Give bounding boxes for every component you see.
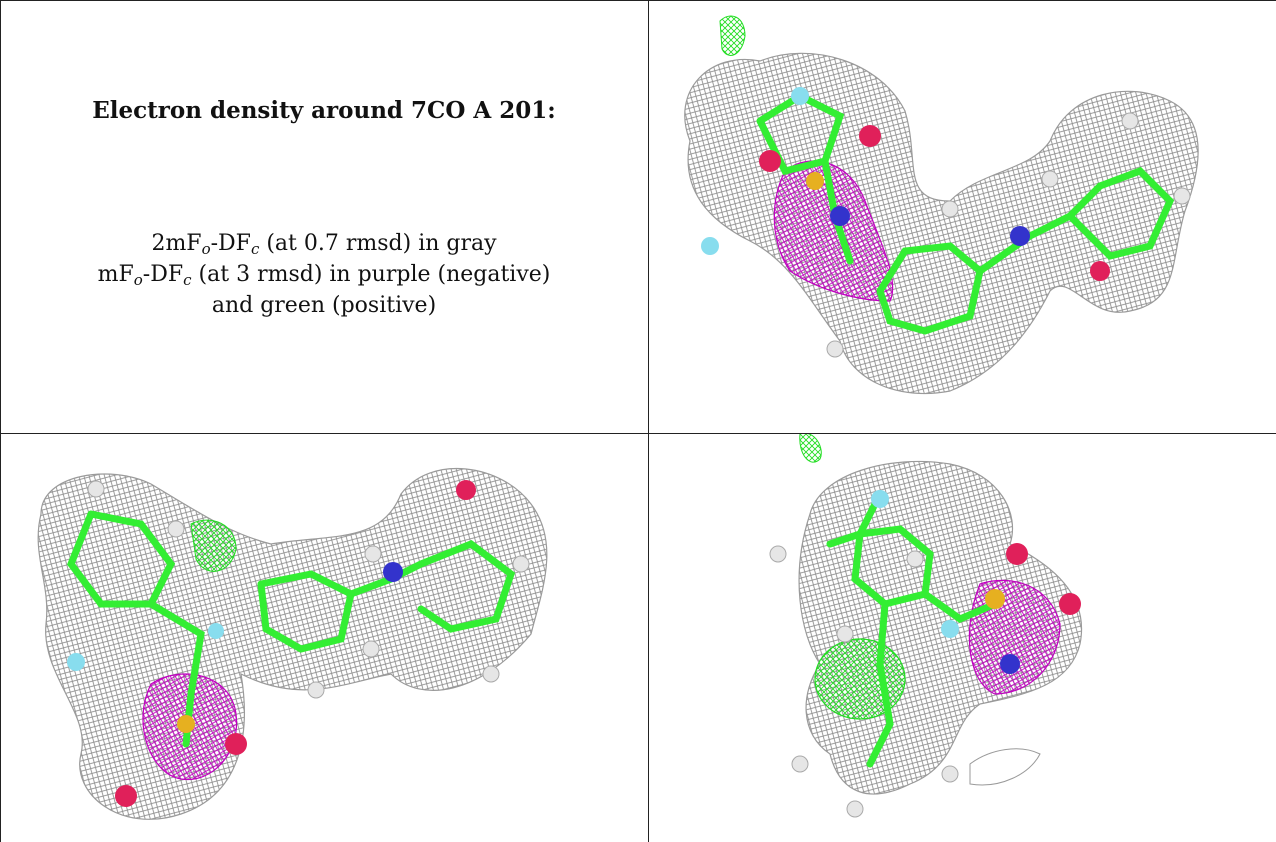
caption-line-colors: and green (positive)	[211, 293, 437, 318]
caption-cell: Electron density around 7CO A 201: 2mFo-…	[0, 0, 648, 433]
caption-title: Electron density around 7CO A 201:	[92, 97, 556, 124]
caption-line-2fofc: 2mFo-DFc (at 0.7 rmsd) in gray	[151, 231, 497, 258]
grid-middle-divider	[0, 433, 1276, 434]
grid-center-divider	[648, 0, 649, 842]
density-view-bottom-right	[650, 434, 1276, 842]
ligand-density-image-2	[37, 467, 548, 820]
density-mesh-positive	[814, 638, 906, 720]
density-mesh-positive	[799, 434, 822, 463]
grid-top-border	[0, 0, 1276, 1]
density-view-top-right	[650, 1, 1276, 433]
density-mesh-2fofc	[684, 52, 1199, 395]
caption-line-fofc: mFo-DFc (at 3 rmsd) in purple (negative)	[97, 262, 551, 289]
grid-left-border	[0, 0, 1, 842]
density-mesh-positive	[719, 15, 746, 56]
density-mesh-positive	[190, 519, 237, 572]
ligand-density-image-3	[769, 434, 1083, 818]
density-mesh-negative	[773, 160, 894, 302]
ligand-density-image-1	[684, 15, 1199, 395]
density-view-bottom-left	[1, 434, 648, 842]
